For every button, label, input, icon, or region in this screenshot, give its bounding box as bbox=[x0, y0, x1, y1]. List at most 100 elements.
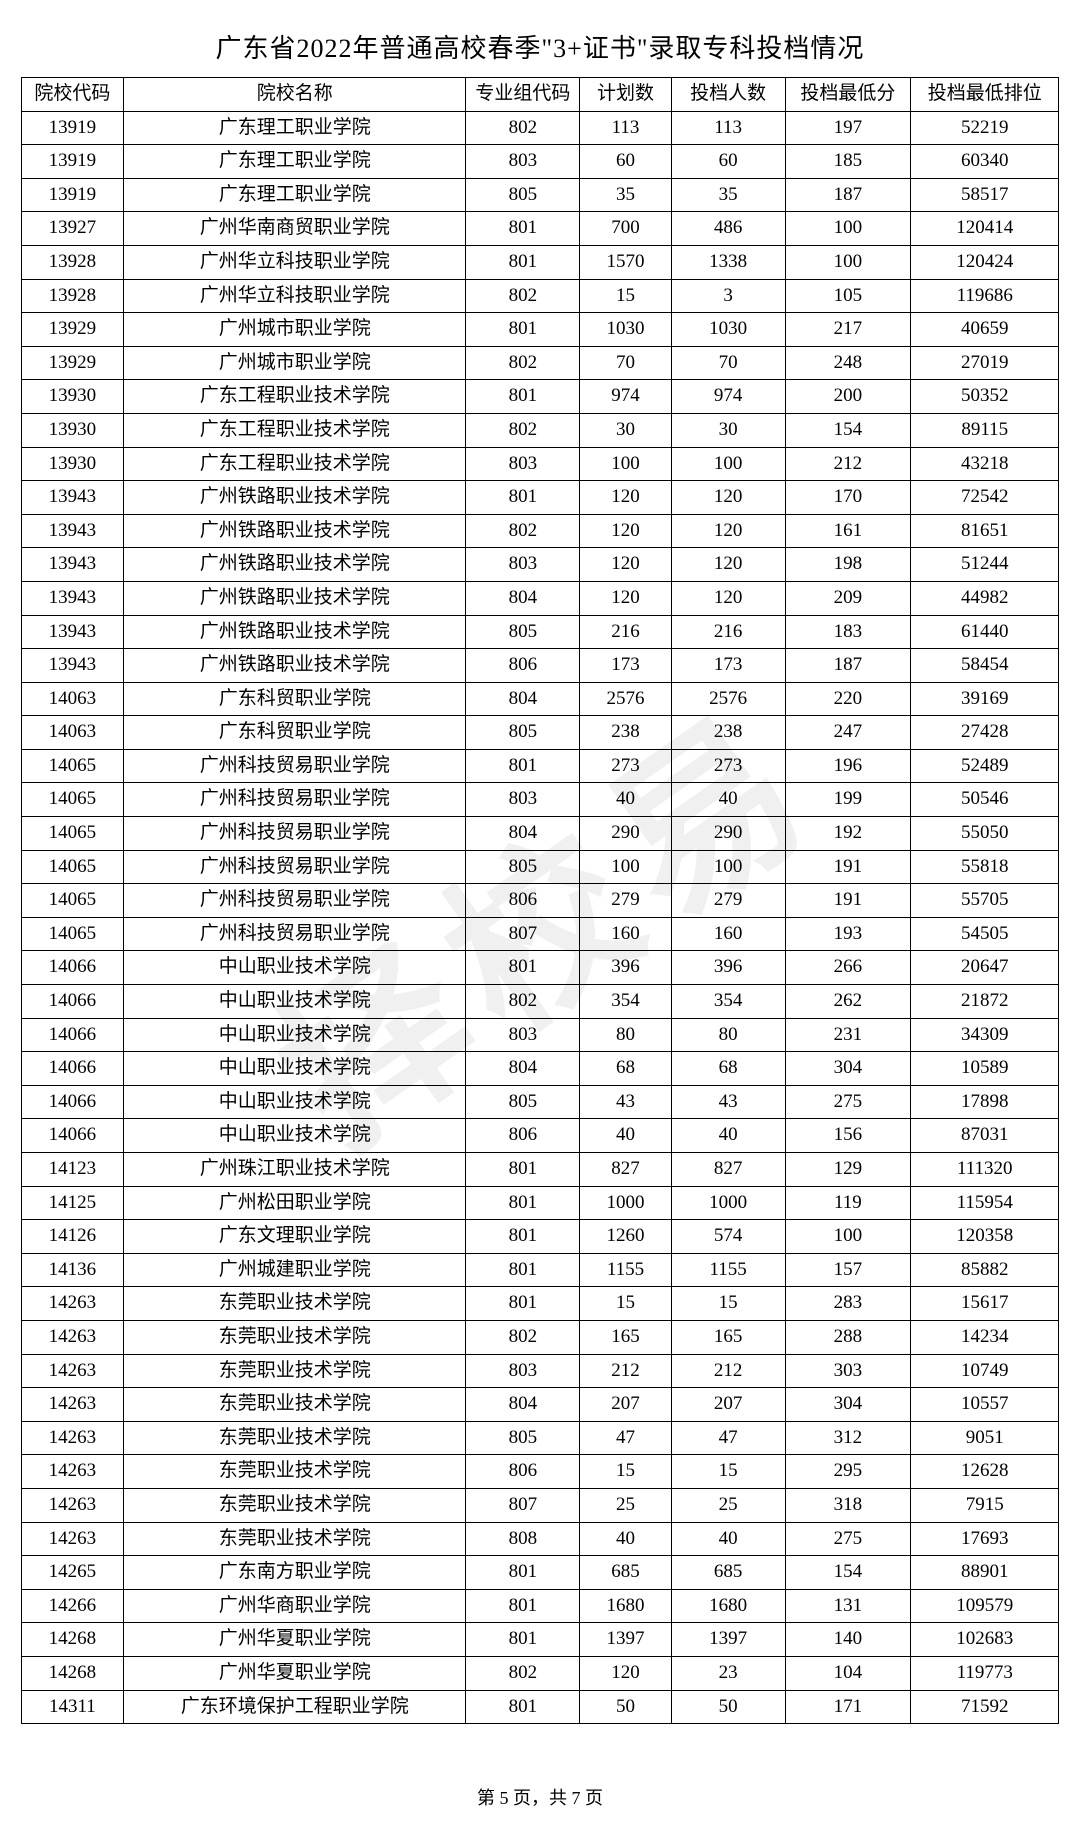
table-cell: 7915 bbox=[911, 1488, 1059, 1522]
table-cell: 806 bbox=[466, 884, 580, 918]
table-cell: 14263 bbox=[21, 1388, 124, 1422]
table-cell: 东莞职业技术学院 bbox=[124, 1287, 466, 1321]
table-cell: 247 bbox=[785, 716, 910, 750]
table-cell: 801 bbox=[466, 1589, 580, 1623]
table-cell: 120 bbox=[671, 481, 785, 515]
table-cell: 354 bbox=[671, 985, 785, 1019]
table-cell: 12628 bbox=[911, 1455, 1059, 1489]
table-cell: 14263 bbox=[21, 1421, 124, 1455]
table-row: 14311广东环境保护工程职业学院801505017171592 bbox=[21, 1690, 1059, 1724]
table-cell: 广州华南商贸职业学院 bbox=[124, 212, 466, 246]
table-cell: 40659 bbox=[911, 313, 1059, 347]
table-cell: 212 bbox=[580, 1354, 671, 1388]
table-cell: 290 bbox=[580, 817, 671, 851]
table-cell: 13928 bbox=[21, 245, 124, 279]
table-cell: 14263 bbox=[21, 1320, 124, 1354]
table-row: 14065广州科技贸易职业学院80627927919155705 bbox=[21, 884, 1059, 918]
table-cell: 13943 bbox=[21, 581, 124, 615]
table-cell: 283 bbox=[785, 1287, 910, 1321]
table-cell: 30 bbox=[671, 413, 785, 447]
table-cell: 238 bbox=[671, 716, 785, 750]
table-cell: 803 bbox=[466, 447, 580, 481]
table-cell: 34309 bbox=[911, 1018, 1059, 1052]
table-cell: 52489 bbox=[911, 749, 1059, 783]
table-cell: 52219 bbox=[911, 111, 1059, 145]
table-cell: 113 bbox=[671, 111, 785, 145]
table-cell: 273 bbox=[580, 749, 671, 783]
table-row: 13943广州铁路职业技术学院80412012020944982 bbox=[21, 581, 1059, 615]
table-cell: 171 bbox=[785, 1690, 910, 1724]
table-cell: 14268 bbox=[21, 1623, 124, 1657]
table-cell: 486 bbox=[671, 212, 785, 246]
table-cell: 14123 bbox=[21, 1153, 124, 1187]
table-cell: 13943 bbox=[21, 615, 124, 649]
table-cell: 801 bbox=[466, 245, 580, 279]
table-row: 14125广州松田职业学院80110001000119115954 bbox=[21, 1186, 1059, 1220]
table-cell: 广州铁路职业技术学院 bbox=[124, 481, 466, 515]
table-cell: 40 bbox=[580, 1119, 671, 1153]
table-cell: 104 bbox=[785, 1656, 910, 1690]
table-row: 14268广州华夏职业学院80212023104119773 bbox=[21, 1656, 1059, 1690]
table-cell: 50546 bbox=[911, 783, 1059, 817]
table-cell: 13927 bbox=[21, 212, 124, 246]
table-cell: 13919 bbox=[21, 178, 124, 212]
table-cell: 54505 bbox=[911, 917, 1059, 951]
table-cell: 119773 bbox=[911, 1656, 1059, 1690]
table-row: 13930广东工程职业技术学院80310010021243218 bbox=[21, 447, 1059, 481]
table-cell: 803 bbox=[466, 145, 580, 179]
table-cell: 68 bbox=[580, 1052, 671, 1086]
table-cell: 东莞职业技术学院 bbox=[124, 1320, 466, 1354]
table-cell: 248 bbox=[785, 346, 910, 380]
table-header-cell: 投档最低排位 bbox=[911, 78, 1059, 112]
table-cell: 13930 bbox=[21, 447, 124, 481]
table-cell: 15 bbox=[671, 1287, 785, 1321]
table-cell: 100 bbox=[785, 212, 910, 246]
page-footer: 第 5 页，共 7 页 bbox=[10, 1784, 1070, 1810]
table-cell: 20647 bbox=[911, 951, 1059, 985]
table-cell: 1030 bbox=[671, 313, 785, 347]
table-cell: 68 bbox=[671, 1052, 785, 1086]
table-cell: 804 bbox=[466, 581, 580, 615]
table-header-cell: 投档最低分 bbox=[785, 78, 910, 112]
table-cell: 801 bbox=[466, 1556, 580, 1590]
table-cell: 275 bbox=[785, 1522, 910, 1556]
table-cell: 802 bbox=[466, 279, 580, 313]
table-cell: 10749 bbox=[911, 1354, 1059, 1388]
table-cell: 1155 bbox=[580, 1253, 671, 1287]
table-cell: 974 bbox=[580, 380, 671, 414]
table-header-row: 院校代码院校名称专业组代码计划数投档人数投档最低分投档最低排位 bbox=[21, 78, 1059, 112]
table-cell: 1397 bbox=[671, 1623, 785, 1657]
table-cell: 14263 bbox=[21, 1522, 124, 1556]
table-cell: 802 bbox=[466, 1656, 580, 1690]
table-cell: 14066 bbox=[21, 985, 124, 1019]
table-cell: 40 bbox=[671, 783, 785, 817]
table-cell: 88901 bbox=[911, 1556, 1059, 1590]
table-cell: 21872 bbox=[911, 985, 1059, 1019]
table-cell: 129 bbox=[785, 1153, 910, 1187]
table-cell: 80 bbox=[580, 1018, 671, 1052]
table-cell: 120424 bbox=[911, 245, 1059, 279]
table-cell: 804 bbox=[466, 1052, 580, 1086]
table-cell: 13930 bbox=[21, 380, 124, 414]
table-cell: 40 bbox=[580, 1522, 671, 1556]
table-row: 14263东莞职业技术学院80321221230310749 bbox=[21, 1354, 1059, 1388]
table-cell: 100 bbox=[671, 447, 785, 481]
table-cell: 216 bbox=[580, 615, 671, 649]
table-cell: 中山职业技术学院 bbox=[124, 985, 466, 1019]
table-cell: 803 bbox=[466, 1018, 580, 1052]
table-header-cell: 院校名称 bbox=[124, 78, 466, 112]
table-cell: 1680 bbox=[671, 1589, 785, 1623]
table-cell: 广州华立科技职业学院 bbox=[124, 245, 466, 279]
table-cell: 198 bbox=[785, 548, 910, 582]
table-row: 13919广东理工职业学院805353518758517 bbox=[21, 178, 1059, 212]
table-cell: 17693 bbox=[911, 1522, 1059, 1556]
table-cell: 312 bbox=[785, 1421, 910, 1455]
table-cell: 14263 bbox=[21, 1354, 124, 1388]
table-cell: 801 bbox=[466, 1153, 580, 1187]
table-cell: 802 bbox=[466, 111, 580, 145]
table-cell: 196 bbox=[785, 749, 910, 783]
table-row: 14063广东科贸职业学院8042576257622039169 bbox=[21, 682, 1059, 716]
table-cell: 801 bbox=[466, 1690, 580, 1724]
table-cell: 50 bbox=[580, 1690, 671, 1724]
table-cell: 14063 bbox=[21, 682, 124, 716]
